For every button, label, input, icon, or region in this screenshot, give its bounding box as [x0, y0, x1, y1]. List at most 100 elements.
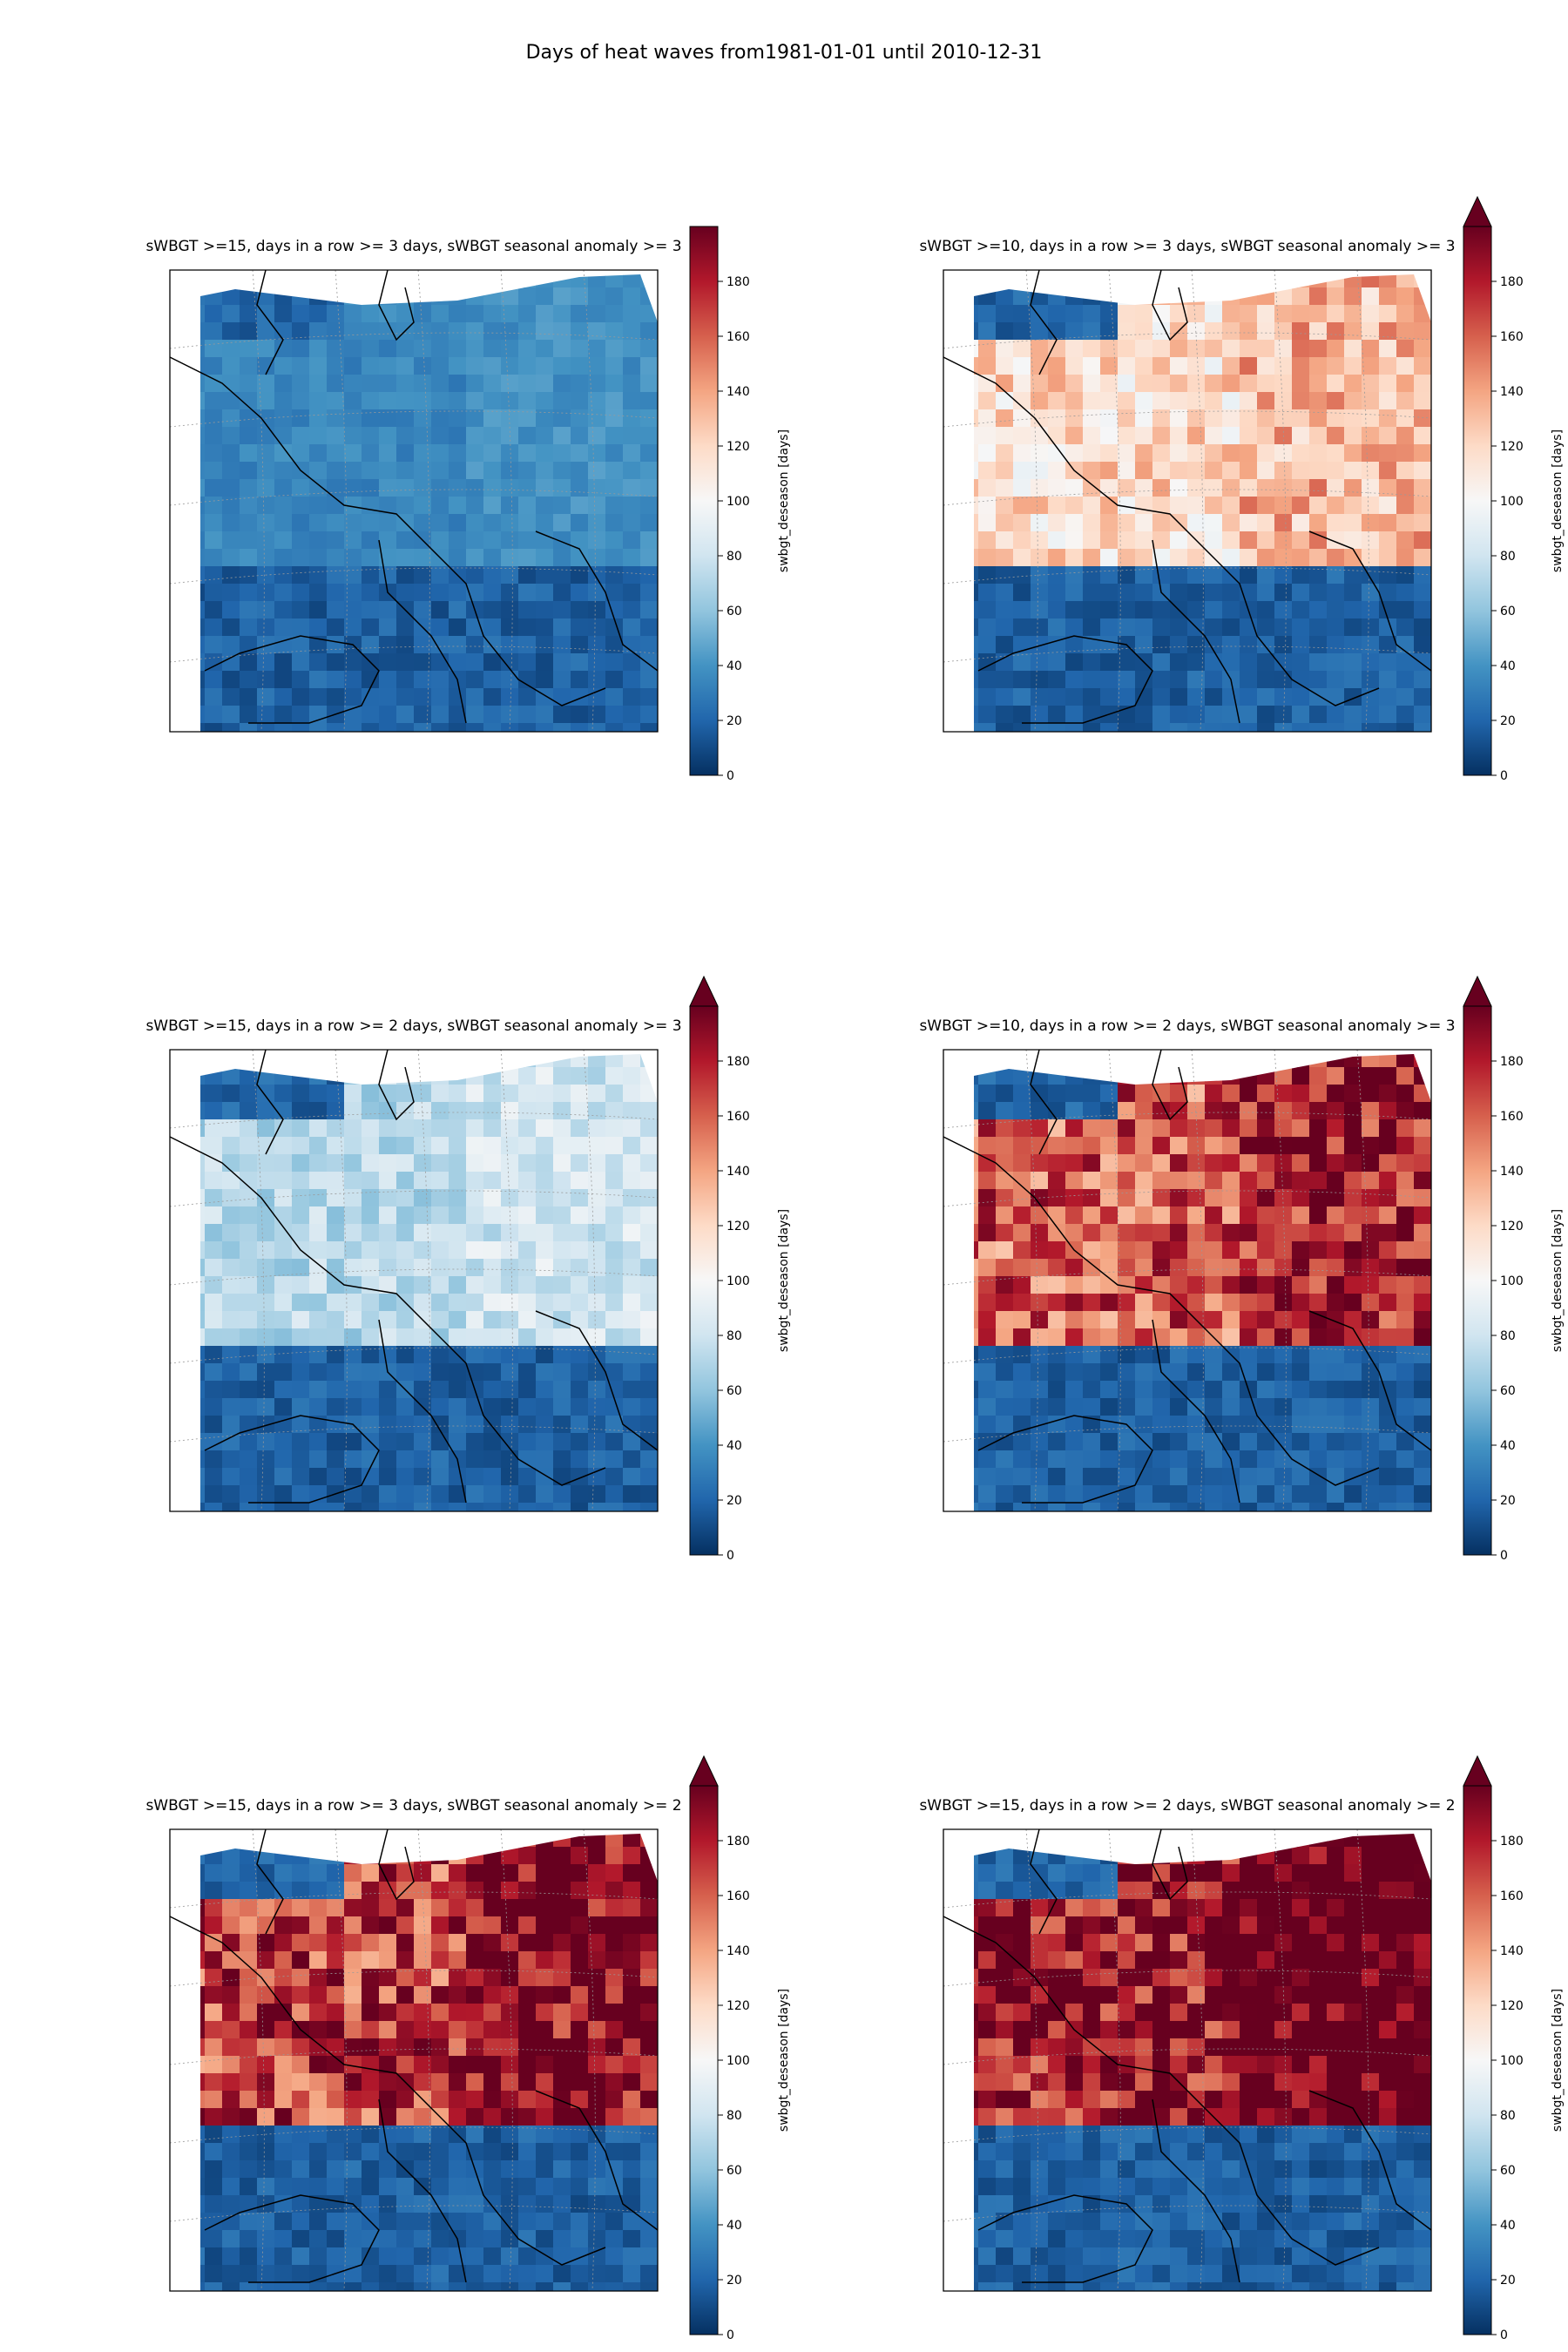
- grid-cell: [205, 1346, 223, 1364]
- grid-cell: [170, 2265, 188, 2283]
- grid-cell: [205, 305, 223, 323]
- grid-cell: [1222, 1241, 1240, 1260]
- grid-cell: [257, 1294, 275, 1312]
- grid-cell: [536, 2178, 554, 2196]
- grid-cell: [292, 340, 310, 358]
- grid-cell: [1327, 1067, 1345, 1085]
- grid-cell: [1187, 2126, 1206, 2144]
- grid-cell: [257, 1054, 275, 1068]
- grid-cell: [309, 1433, 328, 1451]
- grid-cell: [222, 2004, 240, 2022]
- grid-cell: [640, 636, 658, 654]
- grid-cell: [1152, 409, 1171, 428]
- grid-cell: [1396, 357, 1415, 375]
- grid-cell: [996, 514, 1014, 532]
- grid-cell: [1257, 2213, 1275, 2231]
- grid-cell: [623, 1485, 641, 1504]
- grid-cell: [327, 2230, 345, 2248]
- grid-cell: [501, 274, 519, 288]
- grid-cell: [396, 340, 415, 358]
- grid-cell: [1222, 2073, 1240, 2092]
- grid-cell: [200, 2160, 206, 2179]
- grid-cell: [974, 392, 979, 410]
- grid-cell: [1414, 1311, 1431, 1329]
- grid-cell: [205, 1054, 223, 1068]
- grid-cell: [379, 274, 397, 288]
- grid-cell: [553, 1969, 571, 1987]
- grid-cell: [1187, 584, 1206, 602]
- grid-cell: [1414, 688, 1431, 706]
- grid-cell: [1048, 1363, 1066, 1382]
- grid-cell: [1396, 1224, 1415, 1242]
- grid-cell: [501, 566, 519, 585]
- grid-cell: [623, 2265, 641, 2283]
- grid-cell: [605, 1934, 624, 1952]
- grid-cell: [449, 1986, 467, 2004]
- grid-cell: [536, 1433, 554, 1451]
- grid-cell: [1065, 688, 1084, 706]
- grid-cell: [1257, 462, 1275, 480]
- grid-cell: [553, 462, 571, 480]
- grid-cell: [553, 497, 571, 515]
- grid-cell: [996, 2056, 1014, 2074]
- grid-cell: [1240, 1951, 1258, 1970]
- grid-cell: [1031, 1986, 1049, 2004]
- grid-cell: [518, 653, 537, 672]
- grid-cell: [309, 409, 328, 428]
- grid-cell: [170, 1102, 188, 1120]
- grid-cell: [222, 688, 240, 706]
- grid-cell: [309, 584, 328, 602]
- grid-cell: [605, 1119, 624, 1138]
- grid-cell: [1065, 1206, 1084, 1225]
- grid-cell: [1257, 2091, 1275, 2109]
- grid-cell: [344, 1206, 362, 1225]
- grid-cell: [309, 357, 328, 375]
- grid-cell: [974, 1416, 979, 1434]
- grid-cell: [396, 1951, 415, 1970]
- grid-cell: [518, 479, 537, 497]
- grid-cell: [1309, 427, 1328, 445]
- grid-cell: [1274, 671, 1293, 689]
- grid-cell: [1135, 1363, 1153, 1382]
- grid-cell: [1118, 274, 1136, 288]
- grid-cell: [553, 427, 571, 445]
- grid-cell: [536, 566, 554, 585]
- grid-cell: [327, 1363, 345, 1382]
- grid-cell: [1274, 1899, 1293, 1917]
- grid-cell: [1274, 392, 1293, 410]
- grid-cell: [1083, 1882, 1101, 1900]
- grid-cell: [571, 1119, 589, 1138]
- grid-cell: [1274, 2265, 1293, 2283]
- grid-cell: [943, 2091, 962, 2109]
- grid-cell: [1152, 340, 1171, 358]
- grid-cell: [974, 1969, 979, 1987]
- grid-cell: [996, 1241, 1014, 1260]
- grid-cell: [553, 1934, 571, 1952]
- grid-cell: [588, 706, 606, 724]
- grid-cell: [1170, 1969, 1188, 1987]
- grid-cell: [1240, 1986, 1258, 2004]
- grid-cell: [1135, 340, 1153, 358]
- grid-cell: [274, 1189, 293, 1207]
- grid-cell: [483, 2038, 502, 2057]
- grid-cell: [1344, 1241, 1362, 1260]
- grid-cell: [362, 2004, 380, 2022]
- grid-cell: [1344, 1916, 1362, 1935]
- grid-cell: [1396, 1986, 1415, 2004]
- grid-cell: [571, 1916, 589, 1935]
- grid-cell: [571, 1154, 589, 1173]
- grid-cell: [1344, 1847, 1362, 1865]
- grid-cell: [1414, 2073, 1431, 2092]
- grid-cell: [379, 1864, 397, 1882]
- grid-cell: [536, 1969, 554, 1987]
- grid-cell: [449, 444, 467, 463]
- grid-cell: [1274, 653, 1293, 672]
- grid-cell: [414, 305, 432, 323]
- grid-cell: [1292, 1085, 1310, 1103]
- grid-cell: [274, 549, 293, 567]
- grid-cell: [1031, 2178, 1049, 2196]
- grid-cell: [1414, 1241, 1431, 1260]
- grid-cell: [205, 636, 223, 654]
- grid-cell: [344, 1934, 362, 1952]
